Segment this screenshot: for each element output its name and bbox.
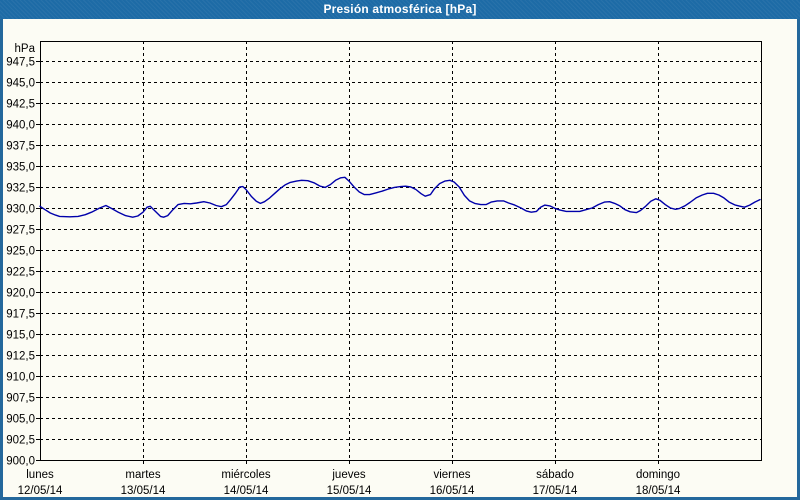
x-date-label: 15/05/14 bbox=[327, 485, 372, 497]
x-date-label: 17/05/14 bbox=[533, 485, 578, 497]
y-tick-label: 915,0 bbox=[6, 330, 35, 342]
y-tick-label: 927,5 bbox=[6, 225, 35, 237]
x-day-label: jueves bbox=[331, 469, 365, 481]
x-day-label: miércoles bbox=[221, 469, 270, 481]
y-tick-label: 947,5 bbox=[6, 57, 35, 69]
pressure-chart: hPa 947,5 945,0 942,5 940,0 937,5 935,0 932,5 93… bbox=[6, 41, 762, 497]
x-date-label: 16/05/14 bbox=[430, 485, 475, 497]
y-tick-label: 935,0 bbox=[6, 162, 35, 174]
y-tick-label: 940,0 bbox=[6, 120, 35, 132]
y-axis-unit-label: hPa bbox=[15, 43, 36, 55]
y-tick-label: 920,0 bbox=[6, 288, 35, 300]
y-tick-label: 912,5 bbox=[6, 351, 35, 363]
y-tick-label: 917,5 bbox=[6, 309, 35, 321]
y-tick-label: 942,5 bbox=[6, 99, 35, 111]
x-date-label: 12/05/14 bbox=[18, 485, 63, 497]
plot-frame bbox=[40, 41, 762, 461]
x-day-label: lunes bbox=[26, 469, 54, 481]
chart-canvas: hPa 947,5 945,0 942,5 940,0 937,5 935,0 932,5 93… bbox=[3, 19, 797, 497]
y-tick-label: 945,0 bbox=[6, 78, 35, 90]
y-tick-label: 907,5 bbox=[6, 393, 35, 405]
y-tick-label: 930,0 bbox=[6, 204, 35, 216]
y-tick-label: 925,0 bbox=[6, 246, 35, 258]
y-tick-label: 937,5 bbox=[6, 141, 35, 153]
y-tick-label: 922,5 bbox=[6, 267, 35, 279]
y-tick-label: 902,5 bbox=[6, 435, 35, 447]
x-date-label: 13/05/14 bbox=[121, 485, 166, 497]
pressure-line bbox=[39, 176, 761, 218]
y-tick-label: 932,5 bbox=[6, 183, 35, 195]
y-tick-label: 900,0 bbox=[6, 456, 35, 468]
y-tick-label: 910,0 bbox=[6, 372, 35, 384]
x-day-label: domingo bbox=[636, 469, 680, 481]
x-day-label: martes bbox=[125, 469, 160, 481]
x-day-label: sábado bbox=[536, 469, 574, 481]
window-title: Presión atmosférica [hPa] bbox=[323, 2, 477, 16]
x-date-label: 14/05/14 bbox=[224, 485, 269, 497]
y-tick-label: 905,0 bbox=[6, 414, 35, 426]
x-date-label: 18/05/14 bbox=[636, 485, 681, 497]
title-bar: Presión atmosférica [hPa] bbox=[0, 0, 800, 19]
x-day-label: viernes bbox=[433, 469, 470, 481]
